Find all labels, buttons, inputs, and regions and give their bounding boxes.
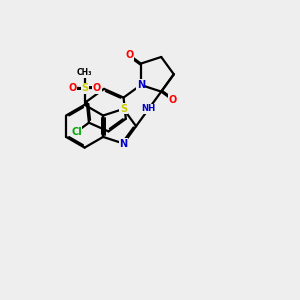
Text: S: S [120,104,127,114]
Text: NH: NH [142,104,156,113]
Text: CH₃: CH₃ [77,68,92,77]
Text: Cl: Cl [71,127,82,137]
Text: O: O [68,83,76,93]
Text: N: N [119,139,128,148]
Text: O: O [168,95,177,105]
Text: O: O [93,83,101,93]
Text: S: S [81,83,88,93]
Text: O: O [125,50,134,60]
Text: N: N [137,80,145,90]
